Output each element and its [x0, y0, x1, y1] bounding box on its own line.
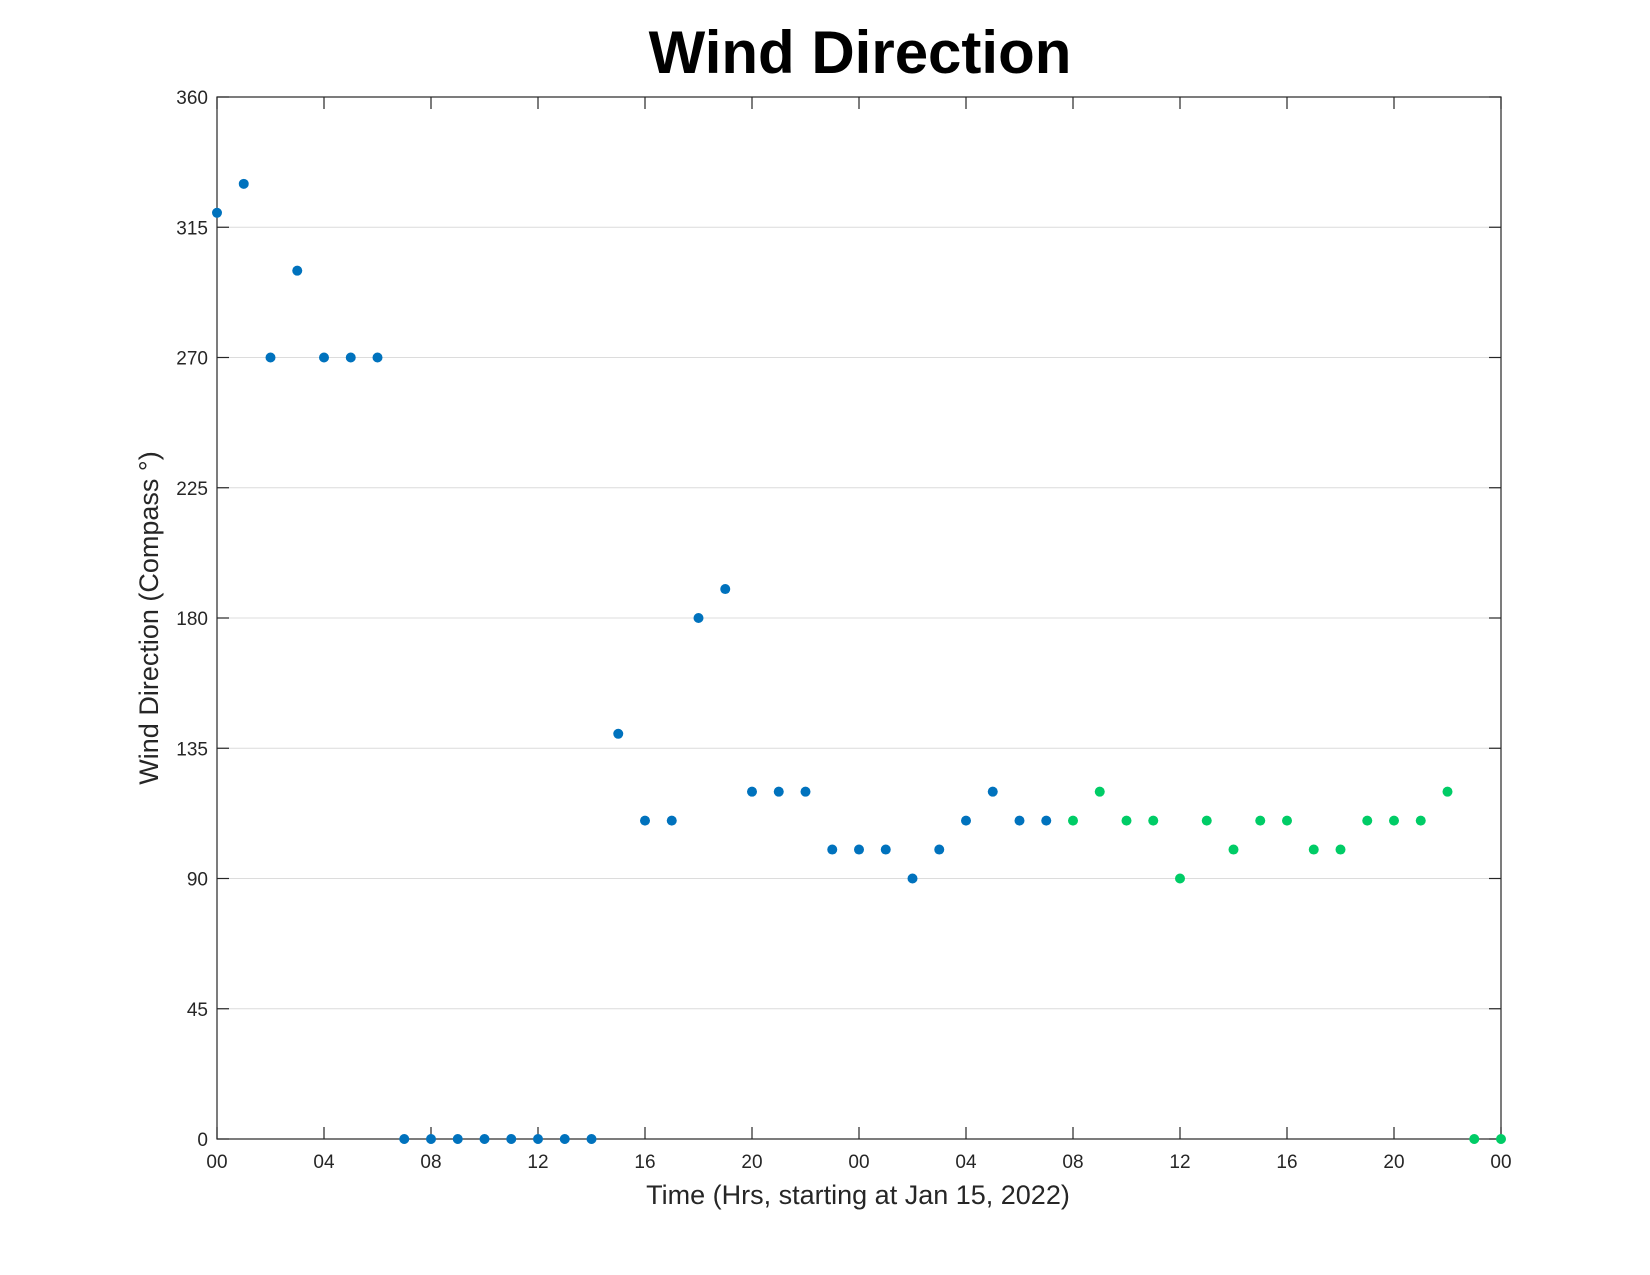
- x-tick-label: 00: [848, 1152, 869, 1173]
- data-point-series-2: [1228, 844, 1239, 855]
- y-axis-label: Wind Direction (Compass °): [134, 451, 164, 784]
- data-point-series-1: [747, 786, 757, 797]
- y-tick-label: 270: [176, 349, 208, 370]
- data-point-series-2: [1415, 815, 1426, 826]
- data-point-series-1: [399, 1134, 410, 1144]
- data-point-series-1: [533, 1134, 543, 1144]
- data-point-series-1: [854, 844, 864, 855]
- y-tick-label: 225: [176, 479, 208, 500]
- data-point-series-1: [827, 844, 838, 855]
- y-tick-label: 135: [176, 739, 208, 760]
- data-point-series-1: [265, 352, 276, 363]
- x-tick-label: 08: [1062, 1152, 1083, 1173]
- data-point-series-2: [1255, 815, 1266, 826]
- x-tick-label: 16: [1276, 1152, 1297, 1173]
- data-point-series-1: [238, 178, 249, 189]
- data-point-series-1: [506, 1134, 517, 1144]
- x-tick-label: 08: [420, 1152, 441, 1173]
- data-point-series-2: [1094, 786, 1105, 797]
- data-point-series-1: [479, 1134, 490, 1144]
- data-points: [212, 178, 1506, 1144]
- data-point-series-1: [212, 207, 222, 218]
- data-point-series-1: [372, 352, 383, 363]
- data-point-series-1: [640, 815, 650, 826]
- data-point-series-2: [1469, 1134, 1480, 1144]
- x-tick-label: 00: [206, 1152, 227, 1173]
- data-point-series-1: [800, 786, 811, 797]
- x-tick-label: 04: [955, 1152, 977, 1173]
- y-tick-label: 0: [197, 1130, 208, 1151]
- data-point-series-2: [1335, 844, 1346, 855]
- data-point-series-1: [987, 786, 998, 797]
- y-tick-label: 360: [176, 88, 208, 109]
- axis-ticks: 0 45 90 135 180 225 270 315 360 00 04 08 12 16 20 00 04 0…: [176, 88, 1511, 1173]
- data-point-series-2: [1282, 815, 1292, 826]
- data-point-series-1: [773, 786, 784, 797]
- data-point-series-1: [319, 352, 329, 363]
- x-tick-label: 16: [634, 1152, 655, 1173]
- data-point-series-1: [693, 613, 704, 623]
- data-point-series-2: [1201, 815, 1212, 826]
- data-point-series-1: [666, 815, 677, 826]
- data-point-series-1: [559, 1134, 570, 1144]
- y-tick-label: 315: [176, 218, 208, 239]
- x-tick-label: 12: [527, 1152, 548, 1173]
- data-point-series-1: [1014, 815, 1025, 826]
- chart-title: Wind Direction: [649, 19, 1072, 86]
- y-tick-label: 90: [187, 870, 208, 891]
- data-point-series-1: [907, 873, 918, 884]
- data-point-series-1: [880, 844, 891, 855]
- data-point-series-2: [1362, 815, 1373, 826]
- data-point-series-2: [1308, 844, 1319, 855]
- data-point-series-1: [292, 265, 303, 276]
- x-tick-label: 20: [1383, 1152, 1404, 1173]
- x-tick-label: 20: [741, 1152, 762, 1173]
- data-point-series-1: [613, 728, 624, 739]
- x-tick-label: 00: [1490, 1152, 1511, 1173]
- data-point-series-2: [1442, 786, 1453, 797]
- data-point-series-1: [934, 844, 945, 855]
- data-point-series-1: [452, 1134, 463, 1144]
- data-point-series-2: [1068, 815, 1078, 826]
- x-axis-label: Time (Hrs, starting at Jan 15, 2022): [646, 1180, 1070, 1210]
- data-point-series-1: [961, 815, 971, 826]
- data-point-series-1: [426, 1134, 436, 1144]
- data-point-series-1: [720, 584, 731, 595]
- data-point-series-1: [586, 1134, 597, 1144]
- data-point-series-1: [345, 352, 356, 363]
- grid-lines: [217, 226, 1501, 1010]
- data-point-series-1: [1041, 815, 1052, 826]
- x-tick-label: 04: [313, 1152, 335, 1173]
- y-tick-label: 45: [187, 1000, 208, 1021]
- x-tick-label: 12: [1169, 1152, 1190, 1173]
- data-point-series-2: [1389, 815, 1399, 826]
- data-point-series-2: [1148, 815, 1159, 826]
- data-point-series-2: [1175, 873, 1185, 884]
- data-point-series-2: [1121, 815, 1132, 826]
- y-tick-label: 180: [176, 609, 208, 630]
- data-point-series-2: [1496, 1134, 1506, 1144]
